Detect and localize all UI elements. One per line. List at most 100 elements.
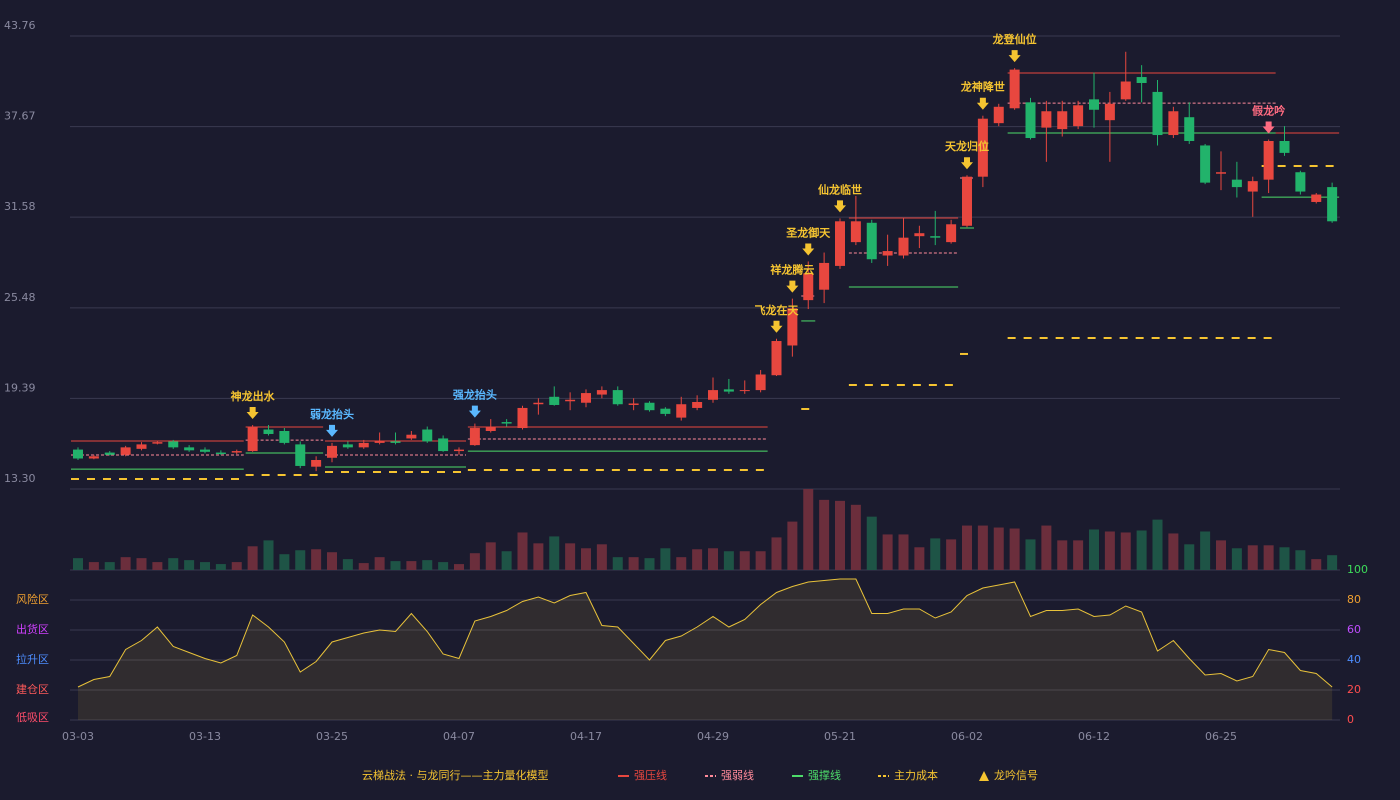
volume-bar [501,551,512,570]
candle-body [358,442,369,448]
candle-body [596,390,607,395]
candle-body [819,262,830,290]
osc-tick-label: 80 [1347,593,1361,606]
x-tick-label: 06-12 [1078,730,1110,743]
signal-label: 天龙归位 [945,139,989,153]
signal-arrow [802,243,815,256]
volume-bar [438,562,449,570]
volume-bar [1168,533,1179,570]
zone-label: 出货区 [16,622,49,636]
signal-label: 强龙抬头 [453,388,497,402]
volume-bar [1009,528,1020,570]
candle-body [946,224,957,243]
candle-body [136,444,147,449]
volume-bar [977,525,988,570]
volume-bar [215,564,226,570]
x-tick-label: 03-25 [316,730,348,743]
volume-bar [962,525,972,570]
signal-label: 神龙出水 [231,389,276,403]
volume-bar [882,534,893,570]
signal-arrow [786,280,799,293]
volume-bar [88,562,99,570]
signal-arrow [1008,50,1021,63]
candle-body [771,341,782,376]
candle-body [787,308,798,346]
volume-bar [1073,540,1084,570]
volume-bar [676,557,687,570]
signal-label: 龙神降世 [960,80,1005,94]
signal-label: 圣龙御天 [785,225,831,239]
volume-bar [374,557,385,570]
y-tick-label: 13.30 [4,472,36,485]
volume-bar [279,554,290,570]
volume-bar [358,563,369,570]
volume-bar [1152,519,1163,570]
signal-label: 飞龙在天 [755,303,800,317]
volume-bar [120,557,131,570]
volume-bar [390,561,401,570]
candle-body [247,427,258,452]
osc-tick-label: 60 [1347,623,1361,636]
volume-bar [565,543,576,570]
volume-bar [708,548,718,570]
candle-body [104,452,115,455]
candle-body [676,404,687,418]
candle-body [644,402,655,411]
candle-body [708,390,718,400]
y-tick-label: 19.39 [4,381,36,394]
candle-body [882,251,893,256]
signal-label: 龙登仙位 [992,32,1037,46]
x-tick-label: 06-02 [951,730,983,743]
volume-bar [168,558,179,570]
volume-bar [993,527,1004,570]
candle-body [73,449,83,459]
candle-body [374,441,385,443]
volume-bar [581,548,591,570]
volume-bar [660,548,671,570]
candle-body [215,452,226,455]
volume-bar [739,551,750,570]
candle-body [152,442,163,444]
volume-bar [311,549,322,570]
y-tick-label: 37.67 [4,110,36,123]
candle-body [803,273,814,301]
volume-bar [406,561,417,570]
candle-body [120,447,131,455]
volume-bar [1104,531,1115,570]
candle-body [739,390,750,392]
candle-body [1327,187,1338,222]
candle-body [723,389,734,392]
volume-bar [295,550,306,570]
signal-arrow [326,424,338,437]
x-tick-label: 05-21 [824,730,856,743]
volume-bar [914,547,925,570]
volume-bar [517,532,528,570]
osc-tick-label: 20 [1347,683,1361,696]
candle-body [263,429,274,434]
candle-body [850,221,861,243]
volume-bar [803,489,814,570]
candle-body [930,236,941,238]
y-tick-label: 25.48 [4,291,36,304]
volume-bar [422,560,433,570]
candle-body [1057,111,1068,130]
candle-body [390,441,401,443]
legend-label: 强弱线 [721,768,754,782]
signal-label: 仙龙临世 [818,182,862,196]
candle-body [1025,102,1036,139]
osc-tick-label: 0 [1347,713,1354,726]
candle-body [485,426,496,431]
volume-bar [231,562,242,570]
volume-bar [73,558,83,570]
candle-body [898,237,909,256]
candle-body [422,429,433,442]
candle-body [1279,140,1290,153]
oscillator-line [77,578,1333,688]
volume-bar [1279,547,1290,570]
volume-bar [549,536,560,570]
candle-body [692,401,703,408]
volume-bar [898,534,909,570]
volume-bar [327,552,337,570]
candle-body [231,451,242,453]
volume-bar [1200,531,1211,570]
